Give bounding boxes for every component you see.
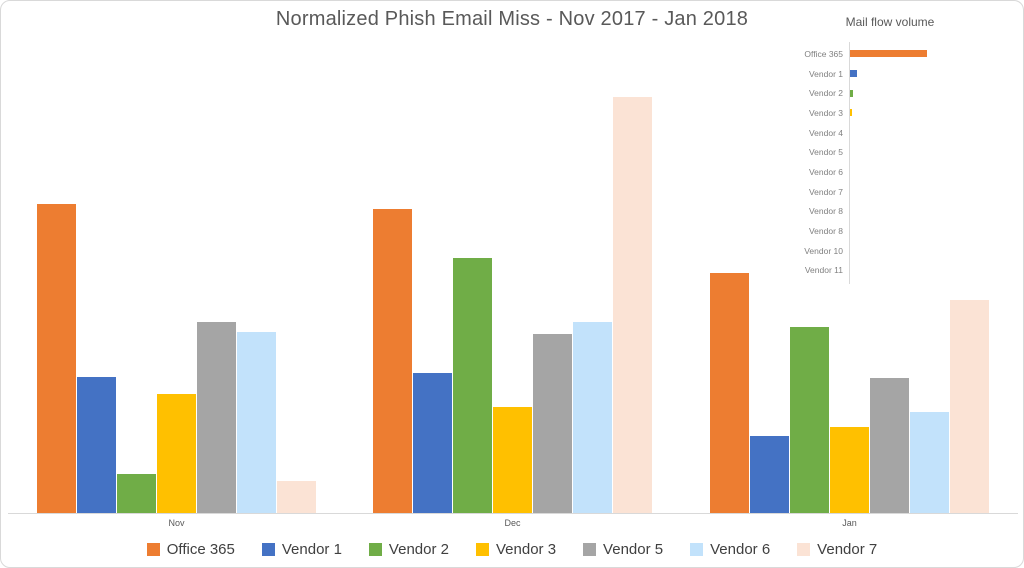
bar-vendor-3-nov [157, 394, 196, 513]
bar-vendor-6-dec [573, 322, 612, 513]
bar-vendor-7-jan [950, 300, 989, 513]
inset-row-office-365-0: Office 365 [772, 44, 1008, 64]
inset-row-vendor-10-10: Vendor 10 [772, 241, 1008, 261]
inset-row-vendor-7-7: Vendor 7 [772, 182, 1008, 202]
bar-vendor-3-jan [830, 427, 869, 513]
inset-row-vendor-8-8: Vendor 8 [772, 202, 1008, 222]
legend-label-vendor-2: Vendor 2 [388, 541, 449, 558]
inset-bar-office-365 [850, 50, 927, 58]
legend-label-vendor-7: Vendor 7 [817, 541, 878, 558]
legend-swatch-vendor-3 [475, 543, 489, 556]
inset-row-label-vendor-6-6: Vendor 6 [808, 166, 843, 177]
bar-vendor-5-jan [870, 378, 909, 513]
bar-vendor-7-nov [277, 481, 316, 513]
bar-vendor-2-nov [117, 474, 156, 513]
legend-item-vendor-7: Vendor 7 [797, 541, 877, 558]
inset-row-vendor-8-9: Vendor 8 [772, 221, 1008, 241]
legend-item-vendor-1: Vendor 1 [261, 541, 342, 558]
inset-row-vendor-4-4: Vendor 4 [772, 123, 1008, 143]
inset-row-label-vendor-7-7: Vendor 7 [808, 186, 843, 197]
inset-row-label-office-365-0: Office 365 [804, 48, 843, 59]
bar-office-365-dec [373, 209, 412, 513]
bar-vendor-5-dec [533, 334, 572, 513]
bar-vendor-2-jan [790, 327, 829, 513]
bar-vendor-1-jan [750, 436, 789, 513]
bar-vendor-2-dec [453, 258, 492, 513]
inset-row-label-vendor-10-10: Vendor 10 [804, 245, 843, 256]
inset-row-vendor-2-2: Vendor 2 [772, 83, 1008, 103]
x-axis-label-dec: Dec [504, 518, 521, 528]
chart-title: Normalized Phish Email Miss - Nov 2017 -… [275, 8, 749, 30]
inset-bar-vendor-2 [850, 89, 853, 97]
inset-title: Mail flow volume [845, 15, 935, 29]
legend-swatch-vendor-7 [797, 543, 811, 556]
x-axis-line [8, 513, 1018, 514]
bar-vendor-1-nov [77, 377, 116, 513]
inset-row-label-vendor-4-4: Vendor 4 [808, 127, 843, 138]
legend-item-vendor-5: Vendor 5 [583, 541, 663, 558]
inset-row-label-vendor-5-5: Vendor 5 [808, 147, 843, 158]
bar-office-365-nov [37, 204, 76, 513]
legend-item-vendor-3: Vendor 3 [475, 541, 557, 558]
legend-swatch-vendor-5 [583, 543, 597, 556]
legend-label-vendor-6: Vendor 6 [710, 541, 771, 558]
inset-row-label-vendor-3-3: Vendor 3 [808, 107, 843, 118]
inset-bar-vendor-3 [850, 109, 852, 117]
bar-vendor-6-jan [910, 412, 949, 513]
bar-vendor-5-nov [197, 322, 236, 513]
bar-vendor-1-dec [413, 373, 452, 513]
inset-chart: Mail flow volume Office 365 Vendor 1 Vendo… [772, 9, 1008, 293]
inset-row-vendor-5-5: Vendor 5 [772, 142, 1008, 162]
legend-swatch-vendor-1 [261, 543, 275, 556]
inset-row-label-vendor-8-8: Vendor 8 [808, 206, 843, 217]
inset-row-label-vendor-2-2: Vendor 2 [808, 88, 843, 99]
x-axis-label-nov: Nov [168, 518, 185, 528]
legend-item-office-365: Office 365 [146, 541, 235, 558]
inset-row-vendor-3-3: Vendor 3 [772, 103, 1008, 123]
inset-row-label-vendor-8-9: Vendor 8 [808, 226, 843, 237]
inset-row-label-vendor-11-11: Vendor 11 [804, 265, 843, 276]
bar-vendor-6-nov [237, 332, 276, 513]
bar-group-dec [373, 41, 652, 513]
legend-item-vendor-2: Vendor 2 [368, 541, 449, 558]
inset-axis-line [849, 42, 850, 284]
legend: Office 365 Vendor 1 Vendor 2 Vendor 3 Vendor… [1, 541, 1023, 558]
legend-label-vendor-1: Vendor 1 [281, 541, 342, 558]
legend-swatch-vendor-6 [690, 543, 704, 556]
inset-rows: Office 365 Vendor 1 Vendor 2 Vendor 3 Vendor… [772, 44, 1008, 280]
inset-row-label-vendor-1-1: Vendor 1 [808, 68, 843, 79]
inset-row-vendor-1-1: Vendor 1 [772, 64, 1008, 84]
inset-row-vendor-11-11: Vendor 11 [772, 261, 1008, 281]
legend-item-vendor-6: Vendor 6 [690, 541, 770, 558]
bar-vendor-3-dec [493, 407, 532, 513]
inset-bar-vendor-1 [850, 70, 857, 78]
inset-row-vendor-6-6: Vendor 6 [772, 162, 1008, 182]
bar-group-nov [37, 41, 316, 513]
x-axis-label-jan: Jan [842, 518, 857, 528]
bar-vendor-7-dec [613, 97, 652, 513]
legend-label-office-365: Office 365 [166, 541, 235, 558]
legend-label-vendor-5: Vendor 5 [603, 541, 664, 558]
legend-label-vendor-3: Vendor 3 [495, 541, 557, 558]
legend-swatch-vendor-2 [368, 543, 382, 556]
legend-swatch-office-365 [146, 543, 160, 556]
bar-group-jan [710, 41, 989, 513]
bar-office-365-jan [710, 273, 749, 513]
